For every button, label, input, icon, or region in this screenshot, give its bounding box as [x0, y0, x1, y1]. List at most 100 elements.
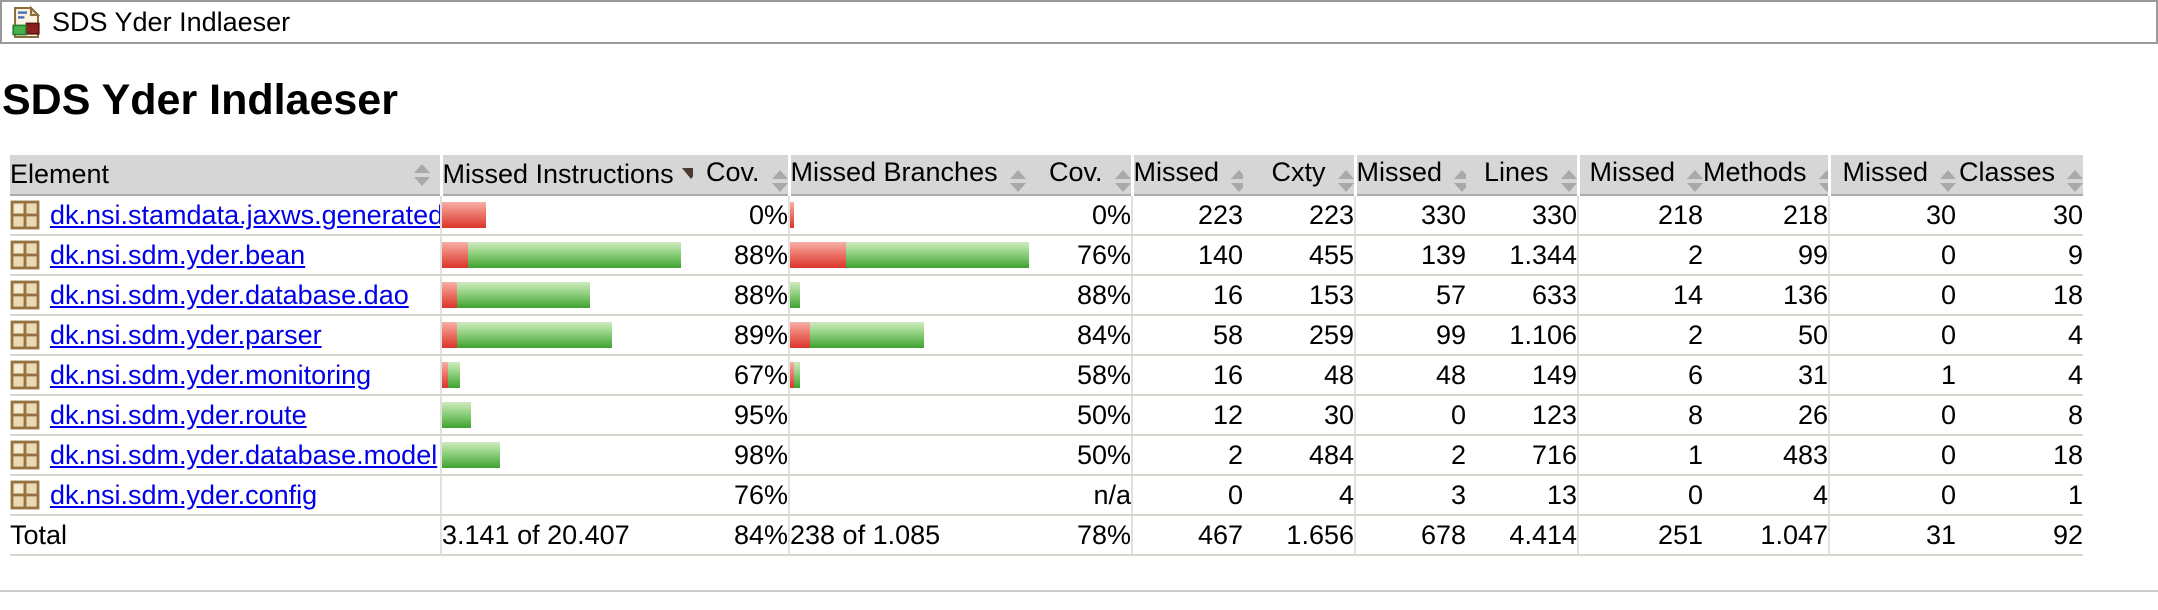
covered-bar [846, 242, 1029, 268]
package-link[interactable]: dk.nsi.sdm.yder.database.dao [50, 279, 409, 310]
column-header-missed-classes[interactable]: Missed [1827, 155, 1956, 196]
footer-divider [0, 590, 2158, 592]
sort-icon[interactable] [2067, 170, 2083, 192]
column-label: Missed Instructions [442, 159, 674, 189]
missed-classes: 0 [1828, 475, 1956, 516]
package-link[interactable]: dk.nsi.sdm.yder.route [50, 399, 307, 430]
instructions-coverage: 98% [693, 435, 789, 476]
coverage-bar-cell [788, 235, 1041, 276]
cxty: 48 [1243, 355, 1355, 396]
column-header-methods[interactable]: Methods [1703, 155, 1829, 196]
column-label: Classes [1958, 157, 2055, 187]
instructions-coverage: 88% [693, 275, 789, 316]
lines: 330 [1466, 195, 1578, 236]
package-row: dk.nsi.sdm.yder.config 76% n/a 0 4 3 13 0 4 0 1 [10, 475, 2083, 516]
cxty: 455 [1243, 235, 1355, 276]
total-methods: 1.047 [1703, 515, 1829, 556]
column-label: Cov. [1048, 157, 1103, 187]
column-header-missed-branches[interactable]: Missed Branches [787, 155, 1041, 196]
total-instructions: 3.141 of 20.407 [440, 515, 693, 556]
package-link[interactable]: dk.nsi.sdm.yder.parser [50, 319, 322, 350]
sort-icon[interactable] [1818, 170, 1829, 192]
column-header-missed-cxty[interactable]: Missed [1130, 155, 1243, 196]
coverage-bar-cell [440, 315, 693, 356]
lines: 1.106 [1466, 315, 1578, 356]
missed-cxty: 16 [1131, 355, 1243, 396]
total-missed-methods: 251 [1577, 515, 1703, 556]
coverage-bar-cell [440, 195, 693, 236]
missed-bar [443, 322, 457, 348]
column-label: Methods [1703, 157, 1807, 187]
sort-icon[interactable] [1231, 170, 1243, 192]
package-icon [10, 200, 40, 230]
missed-bar [443, 282, 457, 308]
coverage-bar-cell [788, 355, 1041, 396]
package-icon [10, 240, 40, 270]
branches-coverage: 76% [1041, 235, 1132, 276]
missed-cxty: 2 [1131, 435, 1243, 476]
lines: 149 [1466, 355, 1578, 396]
missed-classes: 0 [1828, 275, 1956, 316]
coverage-bar-cell [440, 275, 693, 316]
classes: 8 [1956, 395, 2083, 436]
coverage-bar-cell [788, 315, 1041, 356]
missed-lines: 139 [1354, 235, 1466, 276]
column-header-classes[interactable]: Classes [1956, 155, 2083, 196]
total-branches-cov: 78% [1041, 515, 1132, 556]
package-icon [10, 400, 40, 430]
missed-bar [443, 362, 448, 388]
missed-cxty: 16 [1131, 275, 1243, 316]
total-lines: 4.414 [1466, 515, 1578, 556]
missed-lines: 48 [1354, 355, 1466, 396]
package-link[interactable]: dk.nsi.stamdata.jaxws.generated [50, 199, 441, 230]
missed-cxty: 58 [1131, 315, 1243, 356]
column-label: Cxty [1271, 157, 1326, 187]
sort-icon[interactable] [413, 163, 430, 186]
missed-methods: 1 [1577, 435, 1703, 476]
missed-cxty: 12 [1131, 395, 1243, 436]
package-link[interactable]: dk.nsi.sdm.yder.monitoring [50, 359, 372, 390]
sort-icon[interactable] [771, 170, 788, 192]
missed-lines: 3 [1354, 475, 1466, 516]
sort-icon[interactable] [1560, 170, 1577, 192]
sort-icon[interactable] [1009, 170, 1026, 192]
package-icon [10, 440, 40, 470]
classes: 4 [1956, 315, 2083, 356]
column-header-missed-methods[interactable]: Missed [1576, 155, 1703, 196]
methods: 136 [1703, 275, 1829, 316]
coverage-bar-cell [788, 475, 1041, 516]
column-header-element[interactable]: Element [10, 155, 441, 196]
report-icon [10, 5, 42, 39]
total-missed-lines: 678 [1354, 515, 1466, 556]
sort-icon[interactable] [1114, 170, 1131, 192]
package-link[interactable]: dk.nsi.sdm.yder.database.model [50, 439, 438, 470]
sort-icon[interactable] [1454, 170, 1466, 192]
column-label: Missed [1589, 157, 1675, 187]
sort-icon[interactable] [1687, 170, 1703, 192]
column-header-cxty[interactable]: Cxty [1243, 155, 1355, 196]
coverage-bar-cell [440, 475, 693, 516]
column-header-missed-lines[interactable]: Missed [1353, 155, 1466, 196]
instructions-coverage: 89% [693, 315, 789, 356]
missed-methods: 8 [1577, 395, 1703, 436]
column-header-branches-cov[interactable]: Cov. [1041, 155, 1132, 196]
package-link[interactable]: dk.nsi.sdm.yder.config [50, 479, 318, 510]
column-header-lines[interactable]: Lines [1466, 155, 1578, 196]
package-row: dk.nsi.stamdata.jaxws.generated 0% 0% 223 22… [10, 195, 2083, 236]
sort-desc-icon[interactable] [681, 168, 693, 179]
sort-icon[interactable] [1940, 170, 1956, 192]
package-link[interactable]: dk.nsi.sdm.yder.bean [50, 239, 306, 270]
column-header-missed-instructions[interactable]: Missed Instructions [439, 155, 693, 196]
missed-classes: 30 [1828, 195, 1956, 236]
coverage-bar-cell [440, 355, 693, 396]
lines: 716 [1466, 435, 1578, 476]
missed-lines: 2 [1354, 435, 1466, 476]
missed-methods: 2 [1577, 235, 1703, 276]
missed-bar [791, 362, 794, 388]
column-header-instructions-cov[interactable]: Cov. [693, 155, 789, 196]
covered-bar [457, 282, 590, 308]
sort-icon[interactable] [1337, 170, 1354, 192]
branches-coverage: 50% [1041, 395, 1132, 436]
covered-bar [810, 322, 924, 348]
instructions-coverage: 76% [693, 475, 789, 516]
